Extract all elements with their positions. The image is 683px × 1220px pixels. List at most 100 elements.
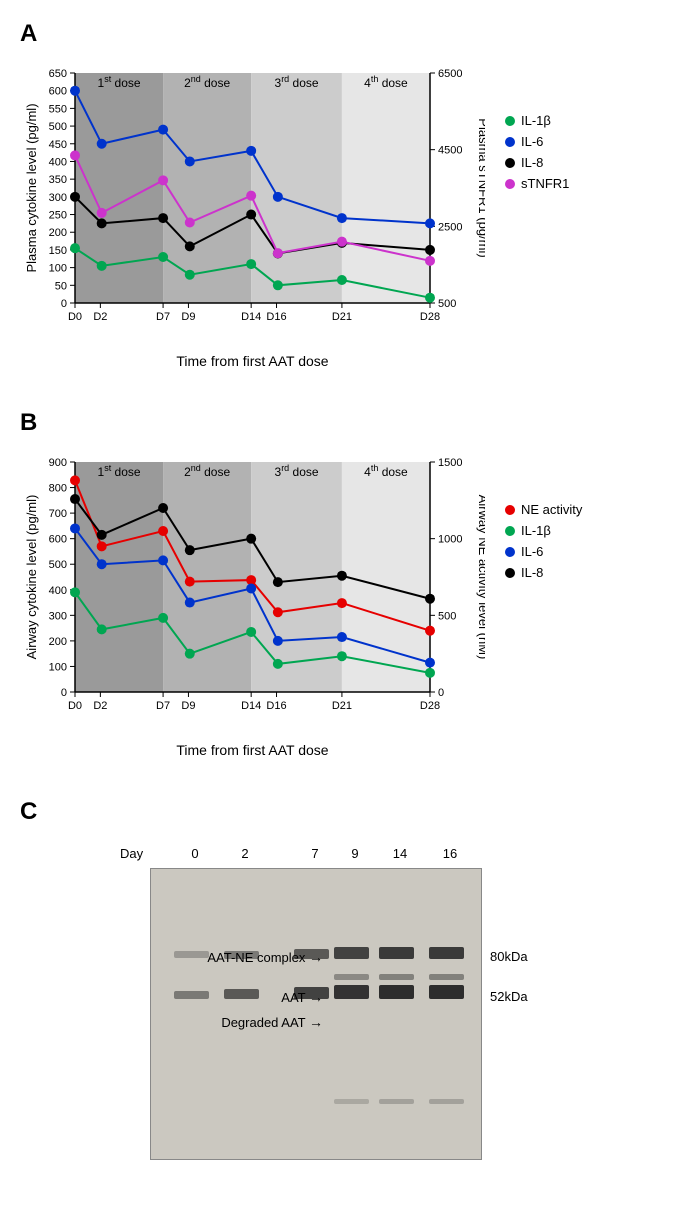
svg-text:4500: 4500 <box>438 145 462 157</box>
gel-day-value: 16 <box>435 846 465 861</box>
legend-label: IL-8 <box>521 155 543 170</box>
legend-label: NE activity <box>521 502 582 517</box>
panel-a-xlabel: Time from first AAT dose <box>20 353 485 369</box>
panel-a: A 1st dose2nd dose3rd dose4th dose050100… <box>20 20 663 369</box>
svg-text:500: 500 <box>438 610 456 622</box>
svg-text:D7: D7 <box>156 311 170 323</box>
svg-text:D0: D0 <box>68 700 82 712</box>
gel-day-value: 14 <box>385 846 415 861</box>
gel-band <box>334 947 369 959</box>
svg-text:400: 400 <box>49 585 67 597</box>
gel-left-label: Degraded AAT → <box>221 1014 323 1030</box>
svg-text:650: 650 <box>49 68 67 80</box>
gel-right-label: 52kDa <box>490 989 528 1004</box>
legend-dot <box>505 179 515 189</box>
panel-b: B 1st dose2nd dose3rd dose4th dose010020… <box>20 409 663 758</box>
gel-band <box>429 947 464 959</box>
svg-text:6500: 6500 <box>438 68 462 80</box>
legend-item: IL-6 <box>505 544 582 559</box>
svg-text:4th dose: 4th dose <box>364 74 408 90</box>
gel-left-label: AAT-NE complex → <box>207 949 323 965</box>
gel-band <box>334 974 369 980</box>
gel-band <box>224 989 259 999</box>
svg-text:500: 500 <box>49 559 67 571</box>
svg-text:1000: 1000 <box>438 534 462 546</box>
gel-band <box>174 951 209 958</box>
gel-left-label: AAT → <box>281 989 323 1005</box>
svg-text:100: 100 <box>49 263 67 275</box>
svg-text:400: 400 <box>49 156 67 168</box>
svg-text:200: 200 <box>49 636 67 648</box>
panel-b-chart: 1st dose2nd dose3rd dose4th dose01002003… <box>20 442 485 732</box>
svg-text:D14: D14 <box>241 311 261 323</box>
svg-text:50: 50 <box>55 280 67 292</box>
panel-b-xlabel: Time from first AAT dose <box>20 742 485 758</box>
panel-a-chart-row: 1st dose2nd dose3rd dose4th dose05010015… <box>20 53 663 343</box>
gel-band <box>379 985 414 999</box>
svg-text:D28: D28 <box>420 700 440 712</box>
svg-text:0: 0 <box>61 298 67 310</box>
gel-band <box>379 974 414 980</box>
svg-text:250: 250 <box>49 210 67 222</box>
svg-text:450: 450 <box>49 139 67 151</box>
svg-text:D21: D21 <box>332 311 352 323</box>
panel-a-chart: 1st dose2nd dose3rd dose4th dose05010015… <box>20 53 485 343</box>
legend-label: IL-1β <box>521 113 551 128</box>
svg-text:1st dose: 1st dose <box>98 74 141 90</box>
legend-label: IL-6 <box>521 134 543 149</box>
legend-dot <box>505 505 515 515</box>
gel-band <box>174 991 209 999</box>
svg-text:4th dose: 4th dose <box>364 463 408 479</box>
svg-text:300: 300 <box>49 192 67 204</box>
svg-text:Plasma sTNFR1 (pg/ml): Plasma sTNFR1 (pg/ml) <box>476 118 485 257</box>
svg-text:600: 600 <box>49 86 67 98</box>
gel-band <box>334 1099 369 1104</box>
gel-right-label: 80kDa <box>490 949 528 964</box>
legend-dot <box>505 158 515 168</box>
gel-band <box>429 974 464 980</box>
svg-text:900: 900 <box>49 457 67 469</box>
svg-text:800: 800 <box>49 483 67 495</box>
panel-b-label: B <box>20 409 663 437</box>
svg-text:D28: D28 <box>420 311 440 323</box>
svg-text:1500: 1500 <box>438 457 462 469</box>
legend-dot <box>505 547 515 557</box>
panel-c-gel-container: Day02791416 AAT-NE complex →AAT →Degrade… <box>150 846 663 1160</box>
gel-band <box>334 985 369 999</box>
legend-item: IL-1β <box>505 523 582 538</box>
legend-item: IL-8 <box>505 155 569 170</box>
svg-text:500: 500 <box>49 121 67 133</box>
legend-dot <box>505 137 515 147</box>
gel-day-value: 2 <box>230 846 260 861</box>
gel-band <box>429 1099 464 1104</box>
svg-text:200: 200 <box>49 227 67 239</box>
svg-text:3rd dose: 3rd dose <box>275 463 319 479</box>
panel-c-label: C <box>20 798 663 826</box>
svg-text:0: 0 <box>61 687 67 699</box>
legend-item: NE activity <box>505 502 582 517</box>
svg-text:2500: 2500 <box>438 221 462 233</box>
legend-dot <box>505 116 515 126</box>
svg-text:0: 0 <box>438 687 444 699</box>
svg-text:100: 100 <box>49 661 67 673</box>
legend-label: IL-6 <box>521 544 543 559</box>
svg-text:D9: D9 <box>181 311 195 323</box>
svg-text:350: 350 <box>49 174 67 186</box>
gel-day-value: 0 <box>180 846 210 861</box>
gel-day-labels: Day02791416 <box>120 846 663 864</box>
gel-day-header: Day <box>120 846 150 864</box>
svg-text:D16: D16 <box>266 700 286 712</box>
svg-text:D2: D2 <box>93 700 107 712</box>
svg-text:D2: D2 <box>93 311 107 323</box>
legend-item: IL-1β <box>505 113 569 128</box>
panel-a-label: A <box>20 20 663 48</box>
gel-band <box>429 985 464 999</box>
panel-b-chart-row: 1st dose2nd dose3rd dose4th dose01002003… <box>20 442 663 732</box>
svg-text:600: 600 <box>49 534 67 546</box>
legend-label: sTNFR1 <box>521 176 569 191</box>
svg-text:150: 150 <box>49 245 67 257</box>
svg-text:550: 550 <box>49 103 67 115</box>
svg-text:Airway cytokine level (pg/ml): Airway cytokine level (pg/ml) <box>24 495 39 660</box>
svg-text:D14: D14 <box>241 700 261 712</box>
svg-text:D0: D0 <box>68 311 82 323</box>
